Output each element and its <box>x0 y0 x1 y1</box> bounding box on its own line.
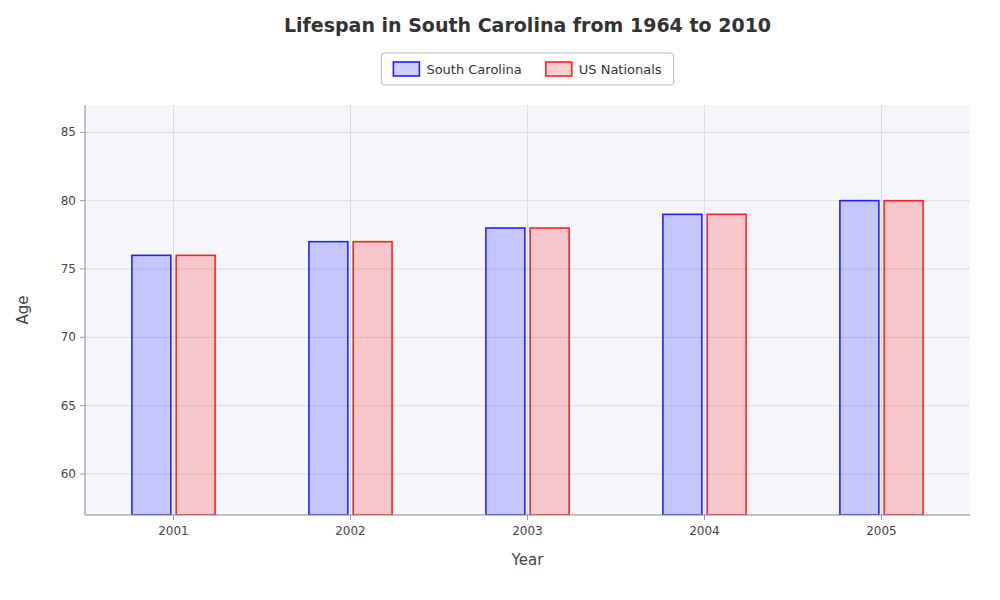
x-grid-line <box>704 105 705 515</box>
x-tick-label: 2002 <box>335 524 366 538</box>
y-tick-label: 75 <box>61 262 76 276</box>
x-axis-label: Year <box>511 551 545 569</box>
chart-container: 60 65 70 75 80 85 2001 2002 2003 2004 2005 Lifespan… <box>0 0 1000 600</box>
bar <box>132 255 171 515</box>
x-tick <box>881 515 882 520</box>
x-tick-label: 2004 <box>689 524 720 538</box>
x-grid-line <box>881 105 882 515</box>
chart-svg: 60 65 70 75 80 85 2001 2002 2003 2004 2005 Lifespan… <box>0 0 1000 600</box>
legend-label: US Nationals <box>579 62 662 77</box>
legend-frame <box>381 53 673 85</box>
x-tick <box>173 515 174 520</box>
plot-background <box>85 105 970 515</box>
bar <box>530 228 569 515</box>
x-tick <box>704 515 705 520</box>
y-tick <box>80 337 85 338</box>
x-axis-line <box>85 515 970 516</box>
y-tick <box>80 405 85 406</box>
bar <box>353 242 392 515</box>
bars <box>132 201 923 515</box>
bar <box>663 214 702 515</box>
bar <box>840 201 879 515</box>
legend: South Carolina US Nationals <box>381 53 673 85</box>
x-grid-line <box>350 105 351 515</box>
bar <box>309 242 348 515</box>
bar <box>486 228 525 515</box>
title: Lifespan in South Carolina from 1964 to … <box>284 14 771 36</box>
x-tick <box>527 515 528 520</box>
x-grid-line <box>173 105 174 515</box>
y-tick-label: 60 <box>61 467 76 481</box>
y-axis-line <box>85 105 86 515</box>
y-tick-label: 85 <box>61 125 76 139</box>
y-axis-label: Age <box>14 295 32 324</box>
legend-swatch <box>393 62 419 76</box>
y-tick <box>80 132 85 133</box>
y-tick <box>80 200 85 201</box>
y-tick-label: 65 <box>61 399 76 413</box>
y-tick <box>80 474 85 475</box>
y-tick-label: 70 <box>61 330 76 344</box>
x-tick-label: 2003 <box>512 524 543 538</box>
bar <box>884 201 923 515</box>
x-tick-label: 2005 <box>866 524 897 538</box>
x-tick-label: 2001 <box>158 524 189 538</box>
x-grid-line <box>527 105 528 515</box>
bar <box>707 214 746 515</box>
legend-swatch <box>546 62 572 76</box>
x-tick <box>350 515 351 520</box>
bar <box>176 255 215 515</box>
legend-label: South Carolina <box>426 62 521 77</box>
y-tick <box>80 269 85 270</box>
y-tick-label: 80 <box>61 194 76 208</box>
